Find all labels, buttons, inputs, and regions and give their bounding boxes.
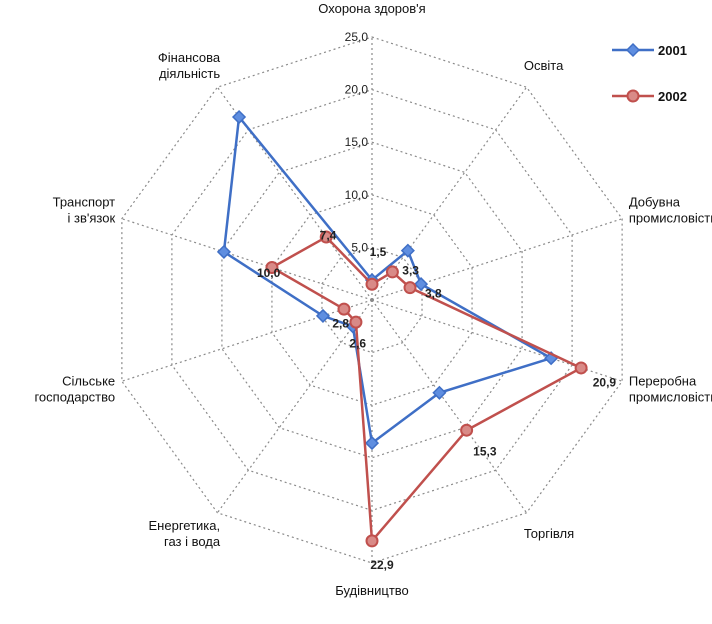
data-label: 20,9 xyxy=(593,375,617,389)
grid-spoke xyxy=(121,218,373,301)
data-point-2002 xyxy=(403,281,417,295)
grid-spoke xyxy=(216,86,373,301)
data-point-2002 xyxy=(319,230,333,244)
data-point-2001 xyxy=(400,243,415,258)
data-point-2002 xyxy=(460,423,474,437)
axis-label: Переробна промисловість xyxy=(629,373,712,404)
data-point-2001 xyxy=(432,385,447,400)
data-point-2002 xyxy=(365,534,379,548)
data-label: 1,5 xyxy=(370,245,387,259)
grid-spoke xyxy=(216,299,373,514)
legend-item-2001: 2001 xyxy=(612,42,687,58)
data-point-2002 xyxy=(337,302,351,316)
legend-marker xyxy=(626,89,640,103)
legend-label: 2002 xyxy=(658,89,687,104)
radar-grid xyxy=(121,36,623,564)
grid-spoke xyxy=(371,218,623,301)
data-point-2001 xyxy=(231,109,247,125)
axis-labels: Охорона здоров'я Освіта Добувна промисловіс… xyxy=(34,1,712,598)
data-labels: 1,5 3,3 3,8 20,9 15,3 22,9 2,62,8 10,0 7,4 xyxy=(257,229,616,572)
legend: 2001 2002 xyxy=(612,42,687,104)
series-2001 xyxy=(216,109,559,451)
axis-label: Транспорт і зв'язок xyxy=(53,195,116,226)
axis-label: Добувна промисловість xyxy=(629,195,712,226)
data-point-2002 xyxy=(574,361,588,375)
grid-spoke xyxy=(121,299,373,382)
grid-ring-5 xyxy=(121,36,623,564)
data-point-2002 xyxy=(349,315,363,329)
axis-label: Фінансова діяльність xyxy=(158,50,221,81)
axis-label: Охорона здоров'я xyxy=(318,1,425,16)
data-label: 15,3 xyxy=(473,445,497,459)
data-label: 3,3 xyxy=(402,264,419,278)
data-point-2001 xyxy=(216,244,231,259)
axis-label: Освіта xyxy=(524,58,564,73)
data-label: 3,8 xyxy=(425,286,442,300)
data-label: 10,0 xyxy=(257,266,281,280)
data-label: 22,9 xyxy=(370,558,394,572)
series-2002 xyxy=(265,230,588,548)
axis-label: Торгівля xyxy=(524,526,574,541)
grid-spoke xyxy=(371,86,528,301)
grid-ring-1 xyxy=(321,246,423,354)
radial-tick-label: 20,0 xyxy=(345,83,369,97)
data-label: 2,8 xyxy=(332,316,349,330)
radial-tick-label: 10,0 xyxy=(345,188,369,202)
data-point-2001 xyxy=(364,436,380,451)
data-point-2002 xyxy=(365,277,379,291)
radial-tick-label: 15,0 xyxy=(345,135,369,149)
data-label: 7,4 xyxy=(320,229,337,243)
grid-spoke xyxy=(371,299,623,382)
data-point-2001 xyxy=(413,277,429,292)
axis-label: Сільське господарство xyxy=(34,373,115,404)
data-point-2001 xyxy=(315,308,331,323)
axis-label: Будівництво xyxy=(335,583,409,598)
legend-item-2002: 2002 xyxy=(612,89,687,104)
radial-tick-labels: 5,0 10,0 15,0 20,0 25,0 xyxy=(345,30,369,254)
data-label: 2,6 xyxy=(349,336,366,350)
axis-label: Енергетика, газ і вода xyxy=(149,518,221,549)
data-point-2002 xyxy=(385,265,399,279)
series-layer xyxy=(216,109,588,548)
radial-tick-label: 25,0 xyxy=(345,30,369,44)
grid-spoke xyxy=(371,299,528,514)
legend-marker xyxy=(625,42,641,58)
data-point-2002 xyxy=(265,260,279,274)
legend-label: 2001 xyxy=(658,43,687,58)
radial-tick-label: 5,0 xyxy=(351,240,368,254)
